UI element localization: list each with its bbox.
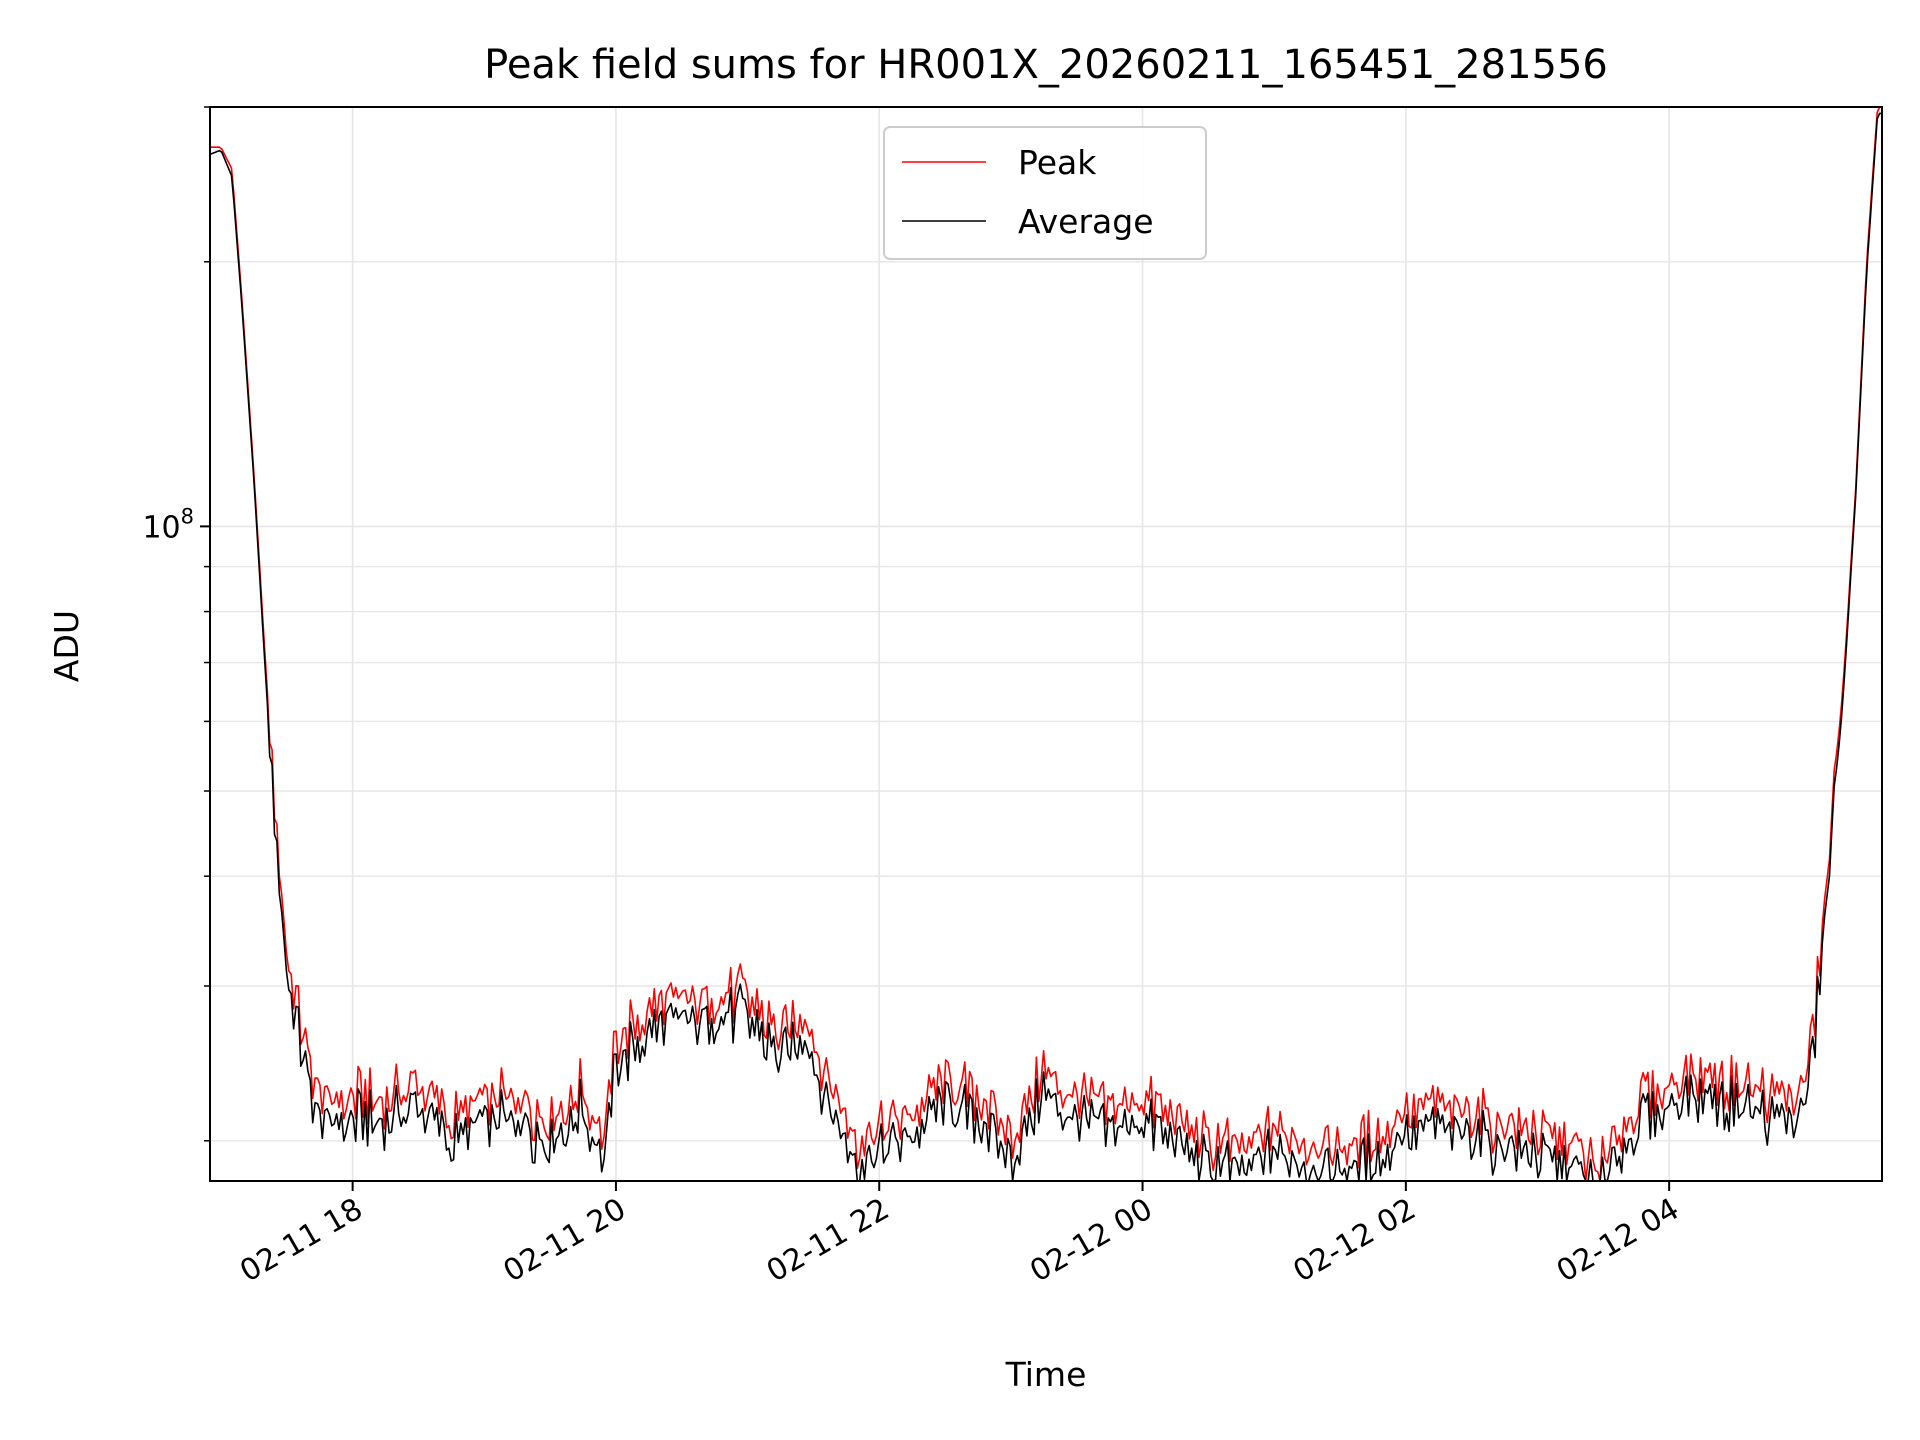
x-axis-label: Time (1005, 1355, 1087, 1394)
legend: Peak Average (883, 126, 1207, 260)
y-axis-label: ADU (47, 610, 86, 682)
plot-frame (209, 106, 1883, 1182)
y-axis-ticks: 108 (142, 106, 210, 1142)
legend-label-peak: Peak (1018, 143, 1097, 182)
series-line-average (209, 112, 1882, 1182)
series-layer (209, 106, 1882, 1182)
legend-box (883, 126, 1207, 260)
chart-title: Peak field sums for HR001X_20260211_1654… (484, 42, 1608, 88)
y-tick-label: 108 (142, 504, 194, 545)
legend-label-average: Average (1018, 202, 1154, 241)
series-line-peak (210, 106, 1882, 1182)
